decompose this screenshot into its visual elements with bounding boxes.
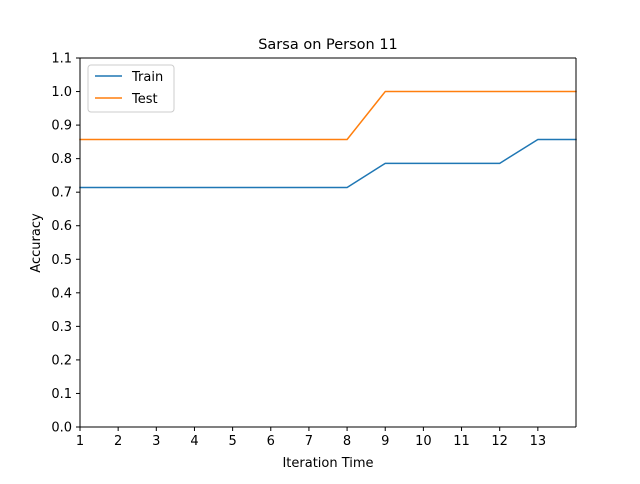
y-tick-label: 0.8: [51, 152, 72, 167]
y-tick-label: 0.3: [51, 320, 72, 335]
x-axis-label: Iteration Time: [282, 456, 373, 471]
y-tick-label: 0.7: [51, 186, 72, 201]
y-tick-label: 1.0: [51, 85, 72, 100]
x-tick-label: 6: [267, 434, 275, 449]
legend-label-test: Test: [131, 92, 158, 107]
y-tick-label: 0.5: [51, 253, 72, 268]
x-tick-label: 1: [76, 434, 84, 449]
legend-label-train: Train: [131, 70, 163, 85]
series-line-train: [79, 138, 577, 189]
x-tick-label: 2: [114, 434, 122, 449]
y-tick-label: 0.6: [51, 219, 72, 234]
x-tick-label: 12: [491, 434, 508, 449]
x-tick-label: 10: [415, 434, 432, 449]
y-tick-label: 0.0: [51, 421, 72, 436]
y-tick-label: 0.1: [51, 387, 72, 402]
x-tick-label: 3: [152, 434, 160, 449]
y-tick-label: 0.4: [51, 286, 72, 301]
x-tick-label: 9: [381, 434, 389, 449]
x-tick-label: 5: [228, 434, 236, 449]
y-tick-label: 1.1: [51, 52, 72, 67]
x-tick-label: 4: [190, 434, 198, 449]
y-axis-label: Accuracy: [29, 213, 44, 273]
chart-title: Sarsa on Person 11: [258, 37, 398, 53]
y-tick-label: 0.9: [51, 119, 72, 134]
plot-area: 1 2 3 4 5 6 7 8 9 10 11 12 130.00.10.20.30.40.50.60.…: [51, 52, 577, 449]
x-tick-label: 7: [305, 434, 313, 449]
series-line-test: [79, 90, 577, 141]
y-tick-label: 0.2: [51, 353, 72, 368]
x-tick-label: 8: [343, 434, 351, 449]
x-tick-label: 13: [530, 434, 547, 449]
x-tick-label: 11: [453, 434, 470, 449]
